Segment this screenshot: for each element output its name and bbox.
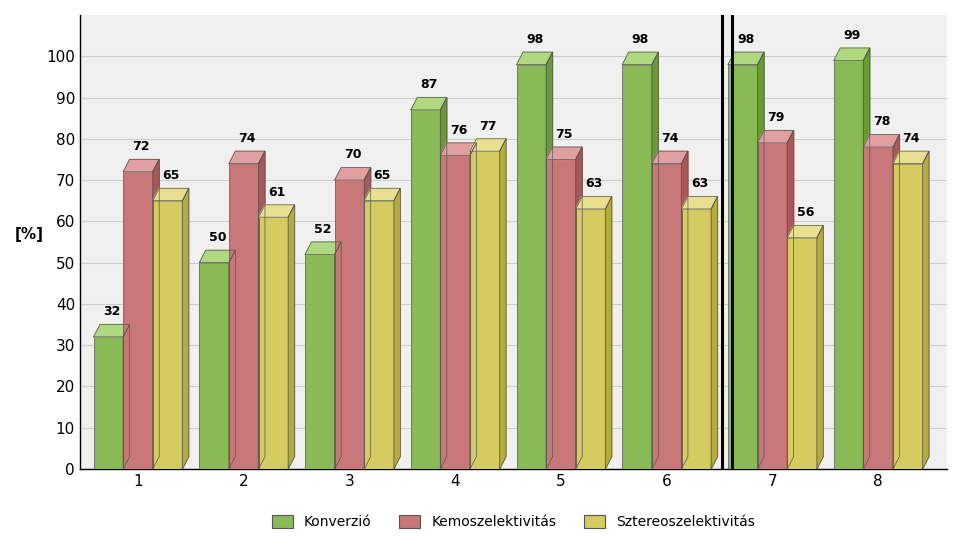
Text: 75: 75	[554, 128, 573, 141]
Text: 98: 98	[526, 33, 543, 46]
Y-axis label: [%]: [%]	[15, 227, 44, 242]
Text: 65: 65	[162, 169, 180, 182]
Text: 32: 32	[103, 305, 120, 318]
Bar	[576, 209, 604, 469]
Polygon shape	[153, 188, 188, 201]
Text: 70: 70	[344, 149, 361, 162]
Polygon shape	[334, 242, 341, 469]
Polygon shape	[546, 52, 552, 469]
Bar	[652, 164, 681, 469]
Polygon shape	[727, 52, 763, 65]
Polygon shape	[440, 143, 476, 155]
Polygon shape	[123, 159, 159, 172]
Polygon shape	[394, 188, 400, 469]
Polygon shape	[922, 151, 928, 469]
Polygon shape	[288, 205, 294, 469]
Bar	[93, 337, 123, 469]
Text: 77: 77	[479, 120, 496, 133]
Polygon shape	[816, 225, 823, 469]
Text: 74: 74	[901, 132, 919, 145]
Bar	[229, 164, 259, 469]
Polygon shape	[710, 196, 717, 469]
Polygon shape	[757, 52, 763, 469]
Polygon shape	[93, 324, 130, 337]
Bar	[516, 65, 546, 469]
Polygon shape	[757, 131, 793, 143]
Polygon shape	[259, 205, 294, 217]
Bar	[199, 263, 229, 469]
Polygon shape	[786, 131, 793, 469]
Polygon shape	[305, 242, 341, 255]
Polygon shape	[833, 48, 869, 60]
Polygon shape	[516, 52, 552, 65]
Polygon shape	[153, 159, 159, 469]
Bar	[153, 201, 183, 469]
Polygon shape	[364, 168, 370, 469]
Polygon shape	[410, 97, 446, 110]
Text: 76: 76	[450, 123, 467, 137]
Bar	[259, 217, 288, 469]
Bar	[622, 65, 652, 469]
Polygon shape	[892, 151, 928, 164]
Text: 87: 87	[420, 78, 437, 91]
Text: 98: 98	[737, 33, 754, 46]
Text: 65: 65	[373, 169, 390, 182]
Polygon shape	[470, 139, 505, 151]
Polygon shape	[892, 135, 899, 469]
Polygon shape	[334, 168, 370, 180]
Text: 56: 56	[796, 206, 813, 219]
Bar	[786, 238, 816, 469]
Polygon shape	[183, 188, 188, 469]
Bar	[863, 147, 892, 469]
Polygon shape	[259, 151, 264, 469]
Polygon shape	[576, 196, 611, 209]
Bar	[123, 172, 153, 469]
Legend: Konverzió, Kemoszelektivitás, Sztereoszelektivitás: Konverzió, Kemoszelektivitás, Sztereosze…	[266, 510, 760, 535]
Polygon shape	[440, 97, 446, 469]
Polygon shape	[622, 52, 657, 65]
Polygon shape	[681, 196, 717, 209]
Bar	[681, 209, 710, 469]
Polygon shape	[470, 143, 476, 469]
Bar	[305, 255, 334, 469]
Bar	[364, 201, 394, 469]
Bar	[757, 143, 786, 469]
Text: 74: 74	[660, 132, 678, 145]
Polygon shape	[652, 52, 657, 469]
Bar	[410, 110, 440, 469]
Bar	[727, 65, 757, 469]
Text: 63: 63	[584, 177, 602, 190]
Bar	[546, 159, 576, 469]
Text: 98: 98	[631, 33, 649, 46]
Polygon shape	[364, 188, 400, 201]
Bar	[833, 60, 863, 469]
Text: 61: 61	[267, 186, 285, 199]
Bar	[470, 151, 499, 469]
Bar	[334, 180, 364, 469]
Polygon shape	[229, 151, 264, 164]
Polygon shape	[199, 250, 235, 263]
Polygon shape	[499, 139, 505, 469]
Text: 79: 79	[766, 112, 783, 125]
Text: 99: 99	[843, 29, 859, 42]
Text: 50: 50	[209, 231, 226, 244]
Polygon shape	[863, 135, 899, 147]
Text: 63: 63	[690, 177, 707, 190]
Polygon shape	[863, 48, 869, 469]
Polygon shape	[604, 196, 611, 469]
Polygon shape	[546, 147, 581, 159]
Bar	[892, 164, 922, 469]
Polygon shape	[229, 250, 235, 469]
Polygon shape	[123, 324, 130, 469]
Polygon shape	[786, 225, 823, 238]
Text: 74: 74	[238, 132, 256, 145]
Polygon shape	[681, 151, 687, 469]
Bar	[440, 155, 470, 469]
Text: 72: 72	[133, 140, 150, 153]
Polygon shape	[652, 151, 687, 164]
Text: 52: 52	[314, 223, 332, 236]
Text: 78: 78	[872, 115, 889, 128]
Polygon shape	[576, 147, 581, 469]
